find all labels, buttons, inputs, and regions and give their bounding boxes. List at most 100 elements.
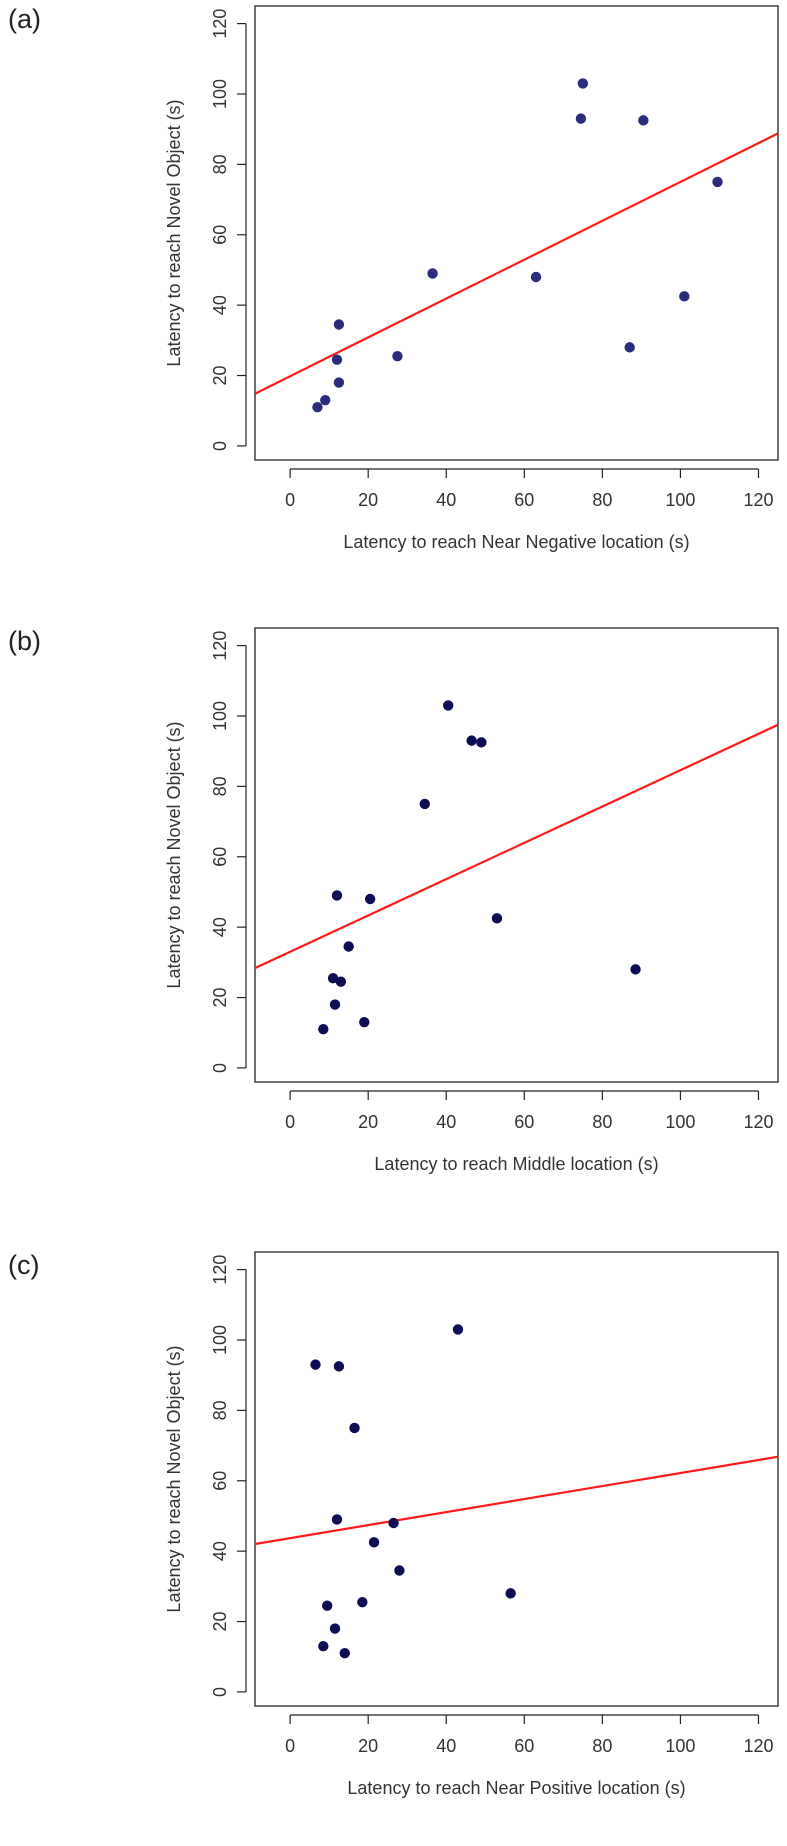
y-tick-label: 40 <box>210 917 230 937</box>
y-tick-label: 60 <box>210 847 230 867</box>
data-point <box>368 1537 380 1548</box>
x-tick-label: 120 <box>743 1112 773 1132</box>
y-tick-label: 120 <box>210 9 230 39</box>
panel-label: (c) <box>8 1250 40 1280</box>
y-tick-label: 60 <box>210 1471 230 1491</box>
x-tick-label: 0 <box>285 1736 295 1756</box>
y-tick-label: 100 <box>210 701 230 731</box>
x-axis-label: Latency to reach Middle location (s) <box>374 1154 658 1174</box>
data-point <box>318 1024 329 1035</box>
scatter-panel-c: (c) 0 20 40 60 80 100 120 0 20 40 60 80 100 120 Latenc… <box>0 1246 787 1846</box>
data-point <box>427 268 438 279</box>
data-point <box>624 342 635 353</box>
x-tick-label: 120 <box>743 1736 773 1756</box>
y-axis-label: Latency to reach Novel Object (s) <box>164 99 184 366</box>
plot-frame <box>254 5 779 461</box>
data-point <box>364 893 376 905</box>
y-axis-label: Latency to reach Novel Object (s) <box>164 1345 184 1612</box>
regression-line <box>255 1455 778 1546</box>
data-point <box>322 1600 333 1611</box>
y-tick-label: 20 <box>210 366 230 386</box>
scatter-plot: 0 20 40 60 80 100 120 0 20 40 60 80 100 120 Latency to… <box>164 5 779 552</box>
y-tick-label: 40 <box>210 295 230 315</box>
x-tick-label: 100 <box>665 490 695 510</box>
data-point <box>329 1623 341 1634</box>
plot-frame <box>254 627 779 1083</box>
x-tick-label: 0 <box>285 490 295 510</box>
data-point <box>327 972 339 984</box>
x-tick-label: 20 <box>358 490 378 510</box>
data-point <box>442 700 454 711</box>
x-tick-label: 60 <box>514 1736 534 1756</box>
y-axis-label: Latency to reach Novel Object (s) <box>164 721 184 988</box>
data-point <box>452 1324 464 1335</box>
data-point <box>331 890 343 901</box>
data-point <box>333 1361 345 1372</box>
y-tick-label: 80 <box>210 776 230 796</box>
data-point <box>343 941 354 952</box>
x-axis-label: Latency to reach Near Positive location … <box>347 1778 685 1798</box>
y-tick-label: 120 <box>210 631 230 661</box>
y-tick-label: 80 <box>210 1400 230 1420</box>
scatter-panel-a: (a) 0 20 40 60 80 100 120 0 20 40 60 80 100 120 Latenc… <box>0 0 787 600</box>
data-point <box>476 737 487 748</box>
data-point <box>712 176 723 188</box>
y-tick-label: 100 <box>210 1325 230 1355</box>
y-tick-label: 0 <box>210 441 230 451</box>
data-point <box>466 735 477 746</box>
data-point <box>310 1359 321 1370</box>
x-tick-label: 40 <box>436 490 456 510</box>
x-tick-label: 120 <box>743 490 773 510</box>
x-tick-label: 80 <box>592 490 612 510</box>
data-point <box>638 115 649 126</box>
panel-label: (b) <box>8 626 41 656</box>
data-point <box>333 319 345 330</box>
data-point <box>331 1514 343 1525</box>
data-point <box>312 402 323 413</box>
data-point <box>419 798 430 810</box>
y-tick-label: 20 <box>210 988 230 1008</box>
data-point <box>320 394 331 406</box>
y-tick-label: 20 <box>210 1612 230 1632</box>
x-axis-label: Latency to reach Near Negative location … <box>343 532 689 552</box>
data-point <box>630 964 641 975</box>
y-tick-label: 100 <box>210 79 230 109</box>
y-tick-label: 80 <box>210 154 230 174</box>
data-point <box>349 1422 360 1434</box>
x-tick-label: 80 <box>592 1736 612 1756</box>
data-point <box>359 1016 370 1028</box>
data-point <box>335 976 347 987</box>
x-tick-label: 80 <box>592 1112 612 1132</box>
x-tick-label: 0 <box>285 1112 295 1132</box>
data-point <box>339 1648 350 1659</box>
x-tick-label: 20 <box>358 1112 378 1132</box>
data-point <box>333 377 345 388</box>
x-tick-label: 40 <box>436 1112 456 1132</box>
scatter-plot: 0 20 40 60 80 100 120 0 20 40 60 80 100 120 Latency to… <box>164 1251 779 1798</box>
x-tick-label: 100 <box>665 1112 695 1132</box>
x-tick-label: 20 <box>358 1736 378 1756</box>
data-point <box>577 78 589 89</box>
x-tick-label: 40 <box>436 1736 456 1756</box>
data-point <box>394 1565 405 1576</box>
y-tick-label: 0 <box>210 1063 230 1073</box>
data-point <box>329 999 341 1010</box>
data-point <box>575 113 587 124</box>
y-tick-label: 40 <box>210 1541 230 1561</box>
data-point <box>679 291 690 302</box>
data-point <box>491 913 503 924</box>
x-tick-label: 100 <box>665 1736 695 1756</box>
data-point <box>505 1588 516 1599</box>
plot-frame <box>254 1251 779 1707</box>
data-point <box>331 354 343 365</box>
scatter-panel-b: (b) 0 20 40 60 80 100 120 0 20 40 60 80 100 120 Latenc… <box>0 622 787 1222</box>
data-point <box>530 271 542 283</box>
x-tick-label: 60 <box>514 490 534 510</box>
regression-line <box>255 132 778 395</box>
data-point <box>357 1596 368 1608</box>
data-point <box>392 350 403 362</box>
x-tick-label: 60 <box>514 1112 534 1132</box>
regression-line <box>255 723 778 970</box>
panel-label: (a) <box>8 4 41 34</box>
scatter-plot: 0 20 40 60 80 100 120 0 20 40 60 80 100 120 Latency to… <box>164 627 779 1174</box>
